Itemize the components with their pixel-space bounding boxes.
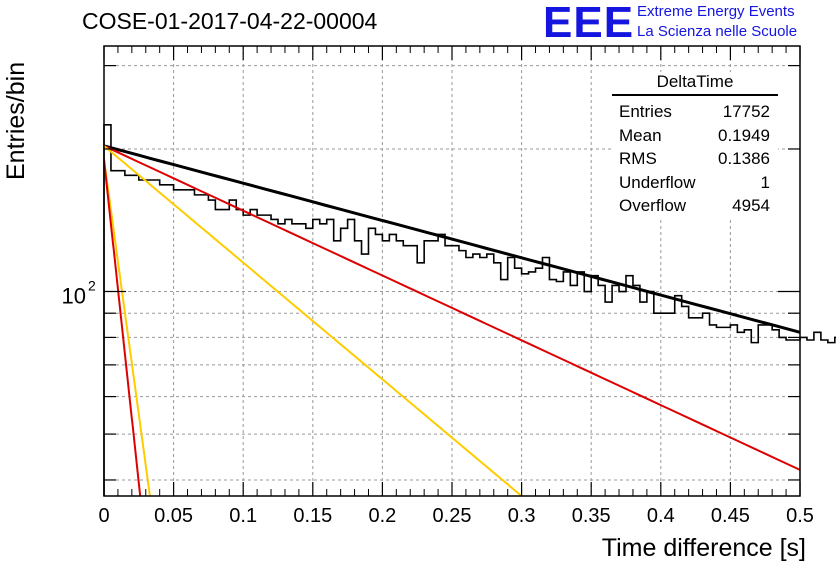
x-tick-label: 0.15 (293, 505, 332, 527)
stats-row-mean: Mean 0.1949 (612, 124, 778, 148)
y-tick-label-exponent: 2 (88, 278, 96, 294)
stats-value: 1 (760, 172, 770, 192)
x-tick-label: 0.5 (786, 505, 814, 527)
x-tick-label: 0.35 (572, 505, 611, 527)
x-tick-label: 0.1 (229, 505, 257, 527)
stats-row-rms: RMS 0.1386 (612, 147, 778, 171)
fit-curves (103, 144, 801, 497)
stats-label: Mean (619, 125, 662, 145)
y-tick-label-base: 10 (62, 284, 86, 309)
stats-value: 0.1949 (718, 125, 770, 145)
histogram (103, 123, 836, 496)
component-curve-4 (103, 159, 142, 497)
stats-label: RMS (619, 149, 657, 168)
component-curve-3 (103, 159, 151, 497)
stats-box: DeltaTime Entries 17752 Mean 0.1949 RMS … (612, 72, 778, 218)
x-tick-label: 0.2 (368, 505, 396, 527)
x-tick-label: 0.3 (508, 505, 536, 527)
logo-line-1: Extreme Energy Events (637, 3, 795, 20)
x-axis-title: Time difference [s] (601, 534, 806, 562)
logo-line-2: La Scienza nelle Scuole (637, 23, 798, 40)
eee-logo: EEE (543, 0, 635, 47)
x-tick-label: 0.4 (647, 505, 675, 527)
y-axis-title: Entries/bin (2, 61, 30, 180)
component-curve-1 (103, 144, 801, 471)
total-fit-curve (103, 144, 801, 334)
stats-value: 17752 (722, 102, 770, 121)
stats-row-entries: Entries 17752 (612, 100, 778, 124)
x-tick-label: 0 (98, 505, 109, 527)
chart-title: COSE-01-2017-04-22-00004 (82, 8, 378, 34)
x-tick-label: 0.25 (433, 505, 472, 527)
axes: 0 0.05 0.1 0.15 0.2 0.25 0.3 0.35 0.4 0.45 0.5 (98, 46, 814, 527)
stats-value: 4954 (732, 196, 770, 215)
stats-row-underflow: Underflow 1 (612, 171, 778, 195)
x-tick-label: 0.45 (711, 505, 750, 527)
stats-label: Underflow (619, 172, 696, 192)
component-curve-2 (103, 145, 523, 497)
stats-title: DeltaTime (612, 72, 778, 96)
stats-label: Overflow (619, 196, 687, 215)
histogram-outline (103, 123, 836, 496)
x-tick-label: 0.05 (154, 505, 193, 527)
stats-value: 0.1386 (718, 149, 770, 168)
stats-row-overflow: Overflow 4954 (612, 194, 778, 218)
y-tick-labels: 10 2 (62, 278, 96, 309)
grid (104, 46, 800, 496)
stats-label: Entries (619, 102, 672, 121)
